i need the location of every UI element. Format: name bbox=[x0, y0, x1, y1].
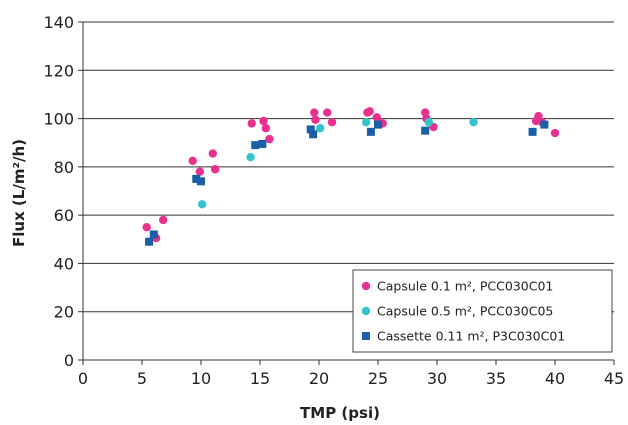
data-point-series-1 bbox=[247, 119, 256, 128]
data-point-series-1 bbox=[159, 215, 168, 225]
axes bbox=[78, 21, 615, 365]
data-point-series-3 bbox=[258, 139, 267, 148]
data-point-series-3 bbox=[540, 120, 549, 129]
x-tick-label: 20 bbox=[309, 369, 329, 388]
data-points bbox=[142, 107, 560, 246]
data-point-series-2 bbox=[362, 117, 371, 127]
tick-labels: 0 20 40 60 80 100 120 140 0 5 10 15 20 25 30 35 40 45 bbox=[43, 13, 624, 388]
data-point-series-3 bbox=[192, 174, 201, 183]
y-tick-label: 40 bbox=[54, 254, 74, 273]
data-point-series-3 bbox=[309, 130, 318, 139]
x-axis-label: TMP (psi) bbox=[300, 404, 380, 422]
data-point-series-3 bbox=[421, 126, 430, 135]
x-tick-label: 45 bbox=[604, 369, 624, 388]
x-tick-label: 0 bbox=[78, 369, 88, 388]
y-tick-label: 20 bbox=[54, 303, 74, 322]
data-point-series-1 bbox=[261, 124, 271, 133]
data-point-series-3 bbox=[366, 127, 375, 136]
x-tick-label: 10 bbox=[191, 369, 211, 388]
data-point-series-3 bbox=[197, 177, 205, 186]
data-point-series-2 bbox=[197, 200, 207, 209]
legend-label-series-1: Capsule 0.1 m², PCC030C01 bbox=[377, 279, 553, 294]
data-point-series-1 bbox=[327, 117, 337, 127]
data-point-series-2 bbox=[315, 124, 325, 133]
gridlines bbox=[83, 21, 614, 313]
data-point-series-1 bbox=[265, 134, 274, 144]
data-point-series-2 bbox=[469, 117, 478, 127]
data-point-series-1 bbox=[188, 156, 197, 166]
data-point-series-1 bbox=[310, 108, 319, 117]
legend-box bbox=[352, 269, 613, 353]
data-point-series-3 bbox=[374, 120, 382, 129]
legend-marker-series-3 bbox=[362, 332, 370, 340]
data-point-series-1 bbox=[550, 128, 560, 138]
x-tick-label: 40 bbox=[545, 369, 565, 388]
x-tick-label: 15 bbox=[250, 369, 270, 388]
y-tick-label: 0 bbox=[64, 351, 74, 370]
y-tick-label: 120 bbox=[43, 61, 74, 80]
y-tick-label: 60 bbox=[54, 206, 74, 225]
data-point-series-1 bbox=[195, 167, 205, 176]
legend-marker-series-1 bbox=[361, 281, 371, 291]
data-point-series-1 bbox=[208, 149, 217, 158]
legend-label-series-3: Cassette 0.11 m², P3C030C01 bbox=[377, 329, 565, 344]
data-point-series-1 bbox=[259, 116, 268, 126]
y-tick-label: 100 bbox=[43, 110, 74, 129]
data-point-series-1 bbox=[210, 165, 220, 174]
y-tick-label: 80 bbox=[54, 158, 74, 177]
legend: Capsule 0.1 m², PCC030C01 Capsule 0.5 m²,… bbox=[352, 269, 613, 353]
legend-label-series-2: Capsule 0.5 m², PCC030C05 bbox=[377, 304, 553, 319]
data-point-series-1 bbox=[142, 223, 151, 232]
y-axis-label: Flux (L/m²/h) bbox=[10, 139, 28, 247]
x-tick-label: 25 bbox=[368, 369, 388, 388]
data-point-series-3 bbox=[251, 141, 260, 150]
y-tick-label: 140 bbox=[43, 13, 74, 32]
data-point-series-3 bbox=[528, 127, 537, 136]
data-point-series-1 bbox=[323, 108, 332, 117]
x-tick-label: 35 bbox=[486, 369, 506, 388]
data-point-series-2 bbox=[246, 153, 255, 162]
x-tick-label: 5 bbox=[137, 369, 147, 388]
legend-marker-series-2 bbox=[361, 306, 371, 316]
x-tick-label: 30 bbox=[427, 369, 447, 388]
data-point-series-3 bbox=[149, 230, 158, 239]
data-point-series-3 bbox=[306, 125, 315, 134]
data-point-series-2 bbox=[424, 117, 433, 127]
data-point-series-1 bbox=[311, 115, 320, 124]
data-point-series-3 bbox=[145, 237, 154, 246]
data-point-series-1 bbox=[365, 107, 374, 116]
